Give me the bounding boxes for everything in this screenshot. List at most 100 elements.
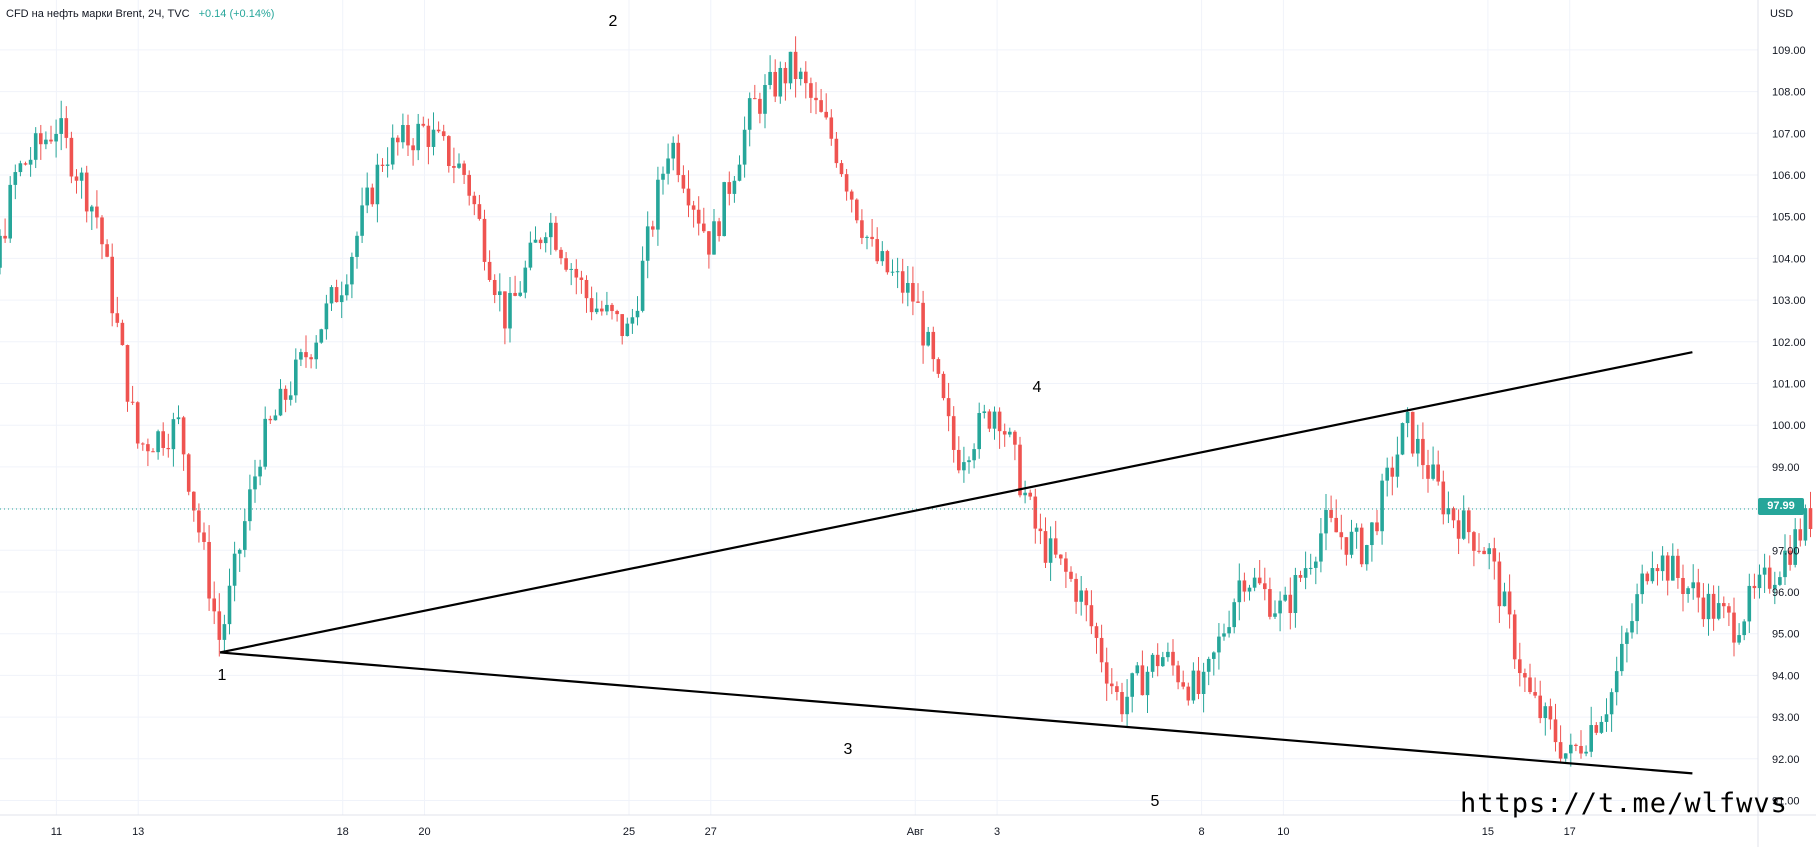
- candle-body: [1365, 545, 1369, 565]
- candle-body: [1650, 568, 1655, 582]
- candle-body: [645, 226, 650, 261]
- trendline: [219, 651, 1693, 775]
- candle-body: [1237, 580, 1242, 603]
- candle-body: [742, 129, 747, 165]
- candle-body: [676, 142, 681, 176]
- candle-body: [1467, 510, 1471, 533]
- candle-body: [1380, 480, 1384, 532]
- y-tick-label: 91.00: [1772, 796, 1800, 808]
- candle-body: [253, 476, 257, 490]
- candle-body: [1125, 696, 1129, 715]
- candle-body: [625, 323, 630, 337]
- candle-body: [1640, 573, 1644, 595]
- candle-body: [900, 271, 905, 293]
- candle-body: [834, 138, 839, 164]
- candle-body: [584, 279, 589, 299]
- candle-body: [809, 83, 813, 98]
- symbol-header[interactable]: CFD на нефть марки Brent, 2Ч, TVC +0.14 …: [6, 8, 274, 20]
- candle-body: [1232, 602, 1236, 628]
- candle-body: [783, 67, 788, 84]
- candle-body: [895, 271, 900, 273]
- candle-body: [1150, 654, 1155, 672]
- candle-body: [1308, 567, 1313, 569]
- candle-body: [758, 98, 762, 114]
- candle-body: [237, 549, 242, 554]
- candle-body: [732, 180, 737, 194]
- candle-body: [630, 317, 635, 324]
- candle-body: [860, 220, 864, 238]
- price-axis[interactable]: 91.0092.0093.0094.0095.0096.0097.0098.00…: [1772, 45, 1806, 808]
- candle-body: [1084, 590, 1089, 606]
- candle-body: [1446, 508, 1451, 515]
- candle-body: [1385, 467, 1389, 481]
- candle-body: [1339, 532, 1344, 538]
- candle-body: [1028, 492, 1032, 497]
- candle-body: [1212, 652, 1216, 659]
- candle-body: [457, 163, 461, 168]
- candle-body: [1390, 467, 1395, 477]
- x-tick-label: 18: [337, 826, 349, 838]
- time-axis[interactable]: 11 13 18 20 25 27 Авг 3 8 10 15 17: [51, 826, 1576, 838]
- candle-body: [339, 295, 344, 303]
- candle-body: [829, 117, 834, 139]
- symbol-title[interactable]: CFD на нефть марки Brent, 2Ч, TVC: [6, 8, 190, 20]
- candle-body: [1023, 492, 1027, 496]
- candle-body: [319, 329, 324, 343]
- candle-body: [375, 164, 380, 205]
- wave-label-5: 5: [1151, 793, 1160, 810]
- x-tick-label: 17: [1564, 826, 1576, 838]
- candle-body: [1579, 745, 1583, 754]
- candle-body: [110, 256, 114, 314]
- candle-body: [1405, 411, 1410, 424]
- candle-body: [605, 304, 609, 312]
- candle-body: [1354, 527, 1359, 532]
- candle-body: [1171, 651, 1175, 666]
- candle-body: [355, 235, 359, 257]
- candle-body: [156, 431, 160, 453]
- candle-body: [1762, 567, 1767, 575]
- candle-body: [151, 451, 155, 453]
- candle-body: [1431, 464, 1435, 479]
- candle-body: [268, 418, 273, 421]
- candle-body: [1655, 568, 1660, 572]
- candle-body: [299, 352, 303, 360]
- candle-body: [1472, 532, 1476, 551]
- candle-body: [401, 125, 405, 143]
- candle-body: [0, 235, 2, 268]
- candle-body: [1711, 593, 1716, 619]
- candle-body: [1502, 591, 1507, 607]
- candle-body: [283, 388, 288, 400]
- candle-body: [1798, 529, 1803, 541]
- candle-body: [309, 357, 313, 360]
- candle-body: [345, 284, 349, 296]
- candle-body: [1788, 550, 1792, 565]
- candle-body: [528, 242, 533, 268]
- y-tick-label: 102.00: [1772, 337, 1806, 349]
- candle-body: [941, 373, 946, 399]
- candle-body: [1625, 632, 1629, 644]
- candle-body: [115, 313, 120, 323]
- candle-body: [702, 223, 706, 232]
- candle-body: [74, 176, 79, 181]
- x-tick-label: 8: [1199, 826, 1205, 838]
- y-tick-label: 93.00: [1772, 712, 1800, 724]
- candle-body: [1329, 509, 1333, 518]
- candle-body: [972, 449, 976, 461]
- x-tick-label: 27: [705, 826, 717, 838]
- candle-body: [508, 292, 512, 329]
- candle-body: [773, 71, 777, 97]
- y-tick-label: 107.00: [1772, 128, 1806, 140]
- candle-body: [997, 411, 1002, 432]
- candle-body: [656, 179, 660, 230]
- candle-body: [421, 123, 426, 126]
- candle-body: [1033, 496, 1038, 529]
- candle-body: [911, 283, 915, 302]
- candle-body: [1482, 550, 1486, 555]
- candle-body: [1334, 517, 1338, 533]
- candle-body: [1778, 577, 1782, 585]
- candle-body: [370, 187, 375, 205]
- candle-body: [1079, 590, 1083, 602]
- candle-body: [798, 71, 803, 80]
